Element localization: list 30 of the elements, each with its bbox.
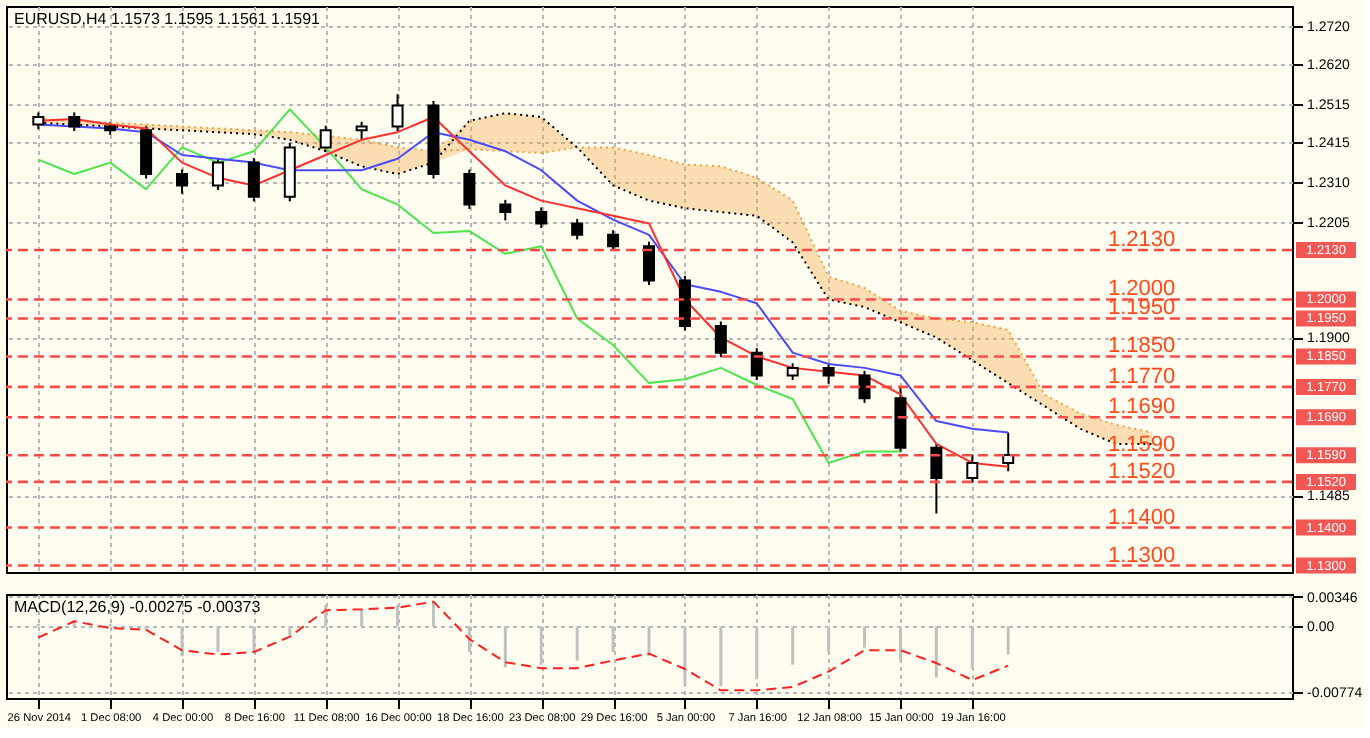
candlestick bbox=[930, 442, 943, 515]
candlestick bbox=[499, 198, 512, 222]
ref-line-label: 1.1590 bbox=[1108, 433, 1176, 458]
candlestick bbox=[319, 124, 332, 153]
candlestick bbox=[247, 157, 260, 203]
ref-line-label: 1.2130 bbox=[1108, 228, 1176, 253]
candlestick bbox=[355, 120, 368, 142]
ref-line-label: 1.1690 bbox=[1108, 395, 1176, 420]
ref-line-label: 1.1950 bbox=[1108, 296, 1176, 321]
candlestick bbox=[535, 206, 548, 229]
chart-title: EURUSD,H4 1.1573 1.1595 1.1561 1.1591 bbox=[14, 10, 322, 28]
chart-title: MACD(12,26,9) -0.00275 -0.00373 bbox=[14, 598, 262, 616]
ref-line-label: 1.1300 bbox=[1108, 543, 1176, 568]
candlestick bbox=[678, 274, 691, 332]
candlestick bbox=[571, 217, 584, 241]
candlestick bbox=[643, 240, 655, 287]
candlestick bbox=[966, 453, 979, 484]
ref-line-label: 1.1400 bbox=[1108, 505, 1176, 530]
candlestick bbox=[858, 369, 871, 404]
ref-line-label: 1.1850 bbox=[1108, 334, 1176, 359]
ref-line-label: 1.1770 bbox=[1108, 364, 1176, 389]
ref-line-label: 1.1520 bbox=[1108, 459, 1176, 484]
candlestick bbox=[822, 362, 835, 385]
candlestick bbox=[463, 168, 476, 210]
candlestick bbox=[176, 168, 189, 195]
candlestick bbox=[211, 157, 224, 191]
candlestick bbox=[714, 320, 727, 359]
candlestick bbox=[140, 124, 153, 180]
candlestick bbox=[607, 229, 620, 252]
candlestick bbox=[391, 93, 404, 133]
